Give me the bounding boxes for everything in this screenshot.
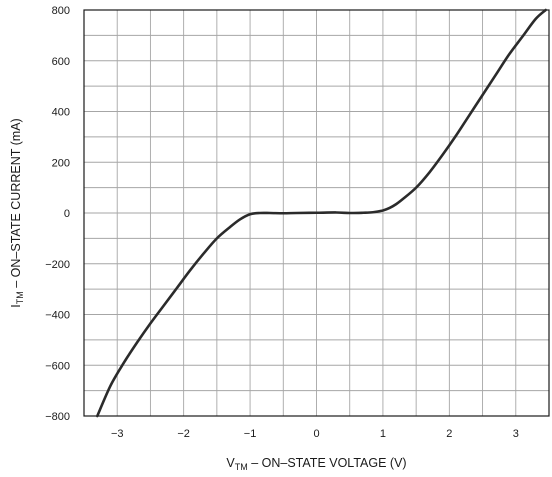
y-tick-label: −800 bbox=[45, 411, 70, 423]
series-line bbox=[95, 8, 547, 418]
y-tick-label: 0 bbox=[64, 208, 70, 220]
x-axis-title: VTM – ON–STATE VOLTAGE (V) bbox=[226, 456, 406, 472]
x-tick-label: 1 bbox=[380, 428, 386, 440]
x-tick-label: −2 bbox=[177, 428, 190, 440]
y-tick-label: −200 bbox=[45, 259, 70, 271]
grid bbox=[84, 10, 549, 416]
y-tick-labels: 800 600 400 200 0 −200 −400 −600 −800 bbox=[45, 5, 70, 423]
y-axis-title: ITM – ON–STATE CURRENT (mA) bbox=[9, 118, 25, 307]
y-tick-label: 200 bbox=[52, 157, 70, 169]
x-tick-label: 3 bbox=[513, 428, 519, 440]
y-tick-label: −600 bbox=[45, 360, 70, 372]
x-tick-labels: −3 −2 −1 0 1 2 3 bbox=[111, 428, 519, 440]
x-tick-label: 2 bbox=[446, 428, 452, 440]
x-tick-label: −3 bbox=[111, 428, 124, 440]
y-tick-label: 800 bbox=[52, 5, 70, 17]
y-tick-label: −400 bbox=[45, 310, 70, 322]
y-tick-label: 400 bbox=[52, 107, 70, 119]
plot-frame bbox=[83, 9, 550, 417]
y-tick-label: 600 bbox=[52, 56, 70, 68]
x-tick-label: −1 bbox=[244, 428, 257, 440]
x-tick-label: 0 bbox=[313, 428, 319, 440]
